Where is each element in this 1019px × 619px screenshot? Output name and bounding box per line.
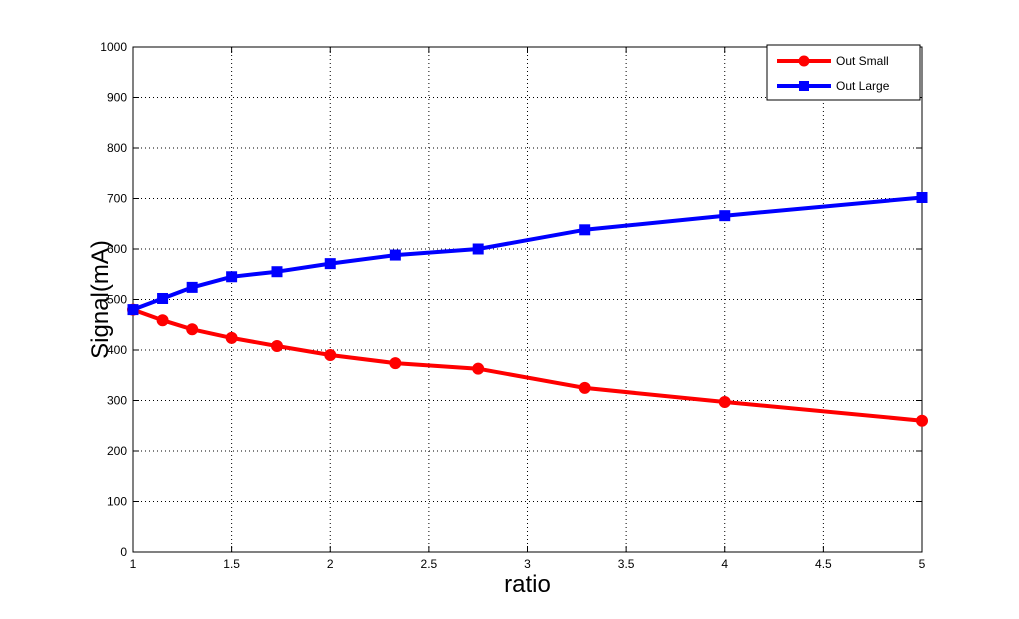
- legend: Out Small Out Large: [766, 44, 921, 101]
- x-tick-label: 3.5: [618, 557, 635, 571]
- data-point-out-large: [127, 304, 139, 316]
- data-point-out-large: [226, 271, 238, 283]
- x-tick-label: 5: [919, 557, 926, 571]
- data-point-out-small: [472, 362, 485, 375]
- data-point-out-large: [472, 243, 484, 255]
- grid: [133, 47, 922, 552]
- legend-entry-out-large: Out Large: [777, 79, 890, 93]
- data-point-out-small: [156, 314, 169, 327]
- data-point-out-small: [916, 414, 928, 427]
- y-tick-label: 600: [107, 242, 127, 256]
- series-out-large: [127, 191, 928, 316]
- y-tick-label: 300: [107, 394, 127, 408]
- data-point-out-large: [389, 249, 401, 261]
- data-point-out-small: [578, 381, 591, 394]
- data-point-out-small: [389, 357, 402, 370]
- data-point-out-small: [186, 323, 199, 336]
- x-tick-label: 4.5: [815, 557, 832, 571]
- legend-label-out-large: Out Large: [836, 79, 890, 93]
- x-tick-label: 4: [721, 557, 728, 571]
- y-tick-label: 0: [120, 545, 127, 559]
- series-out-small: [127, 303, 928, 427]
- x-tick-label: 3: [524, 557, 531, 571]
- data-point-out-small: [225, 331, 238, 344]
- data-point-out-large: [186, 281, 198, 293]
- legend-marker-out-large: [799, 81, 809, 91]
- x-axis-title: ratio: [504, 571, 551, 598]
- legend-marker-out-small: [798, 55, 810, 67]
- series-line-out-large: [132, 195, 923, 312]
- y-tick-label: 1000: [100, 40, 127, 54]
- y-tick-label: 500: [107, 293, 127, 307]
- data-point-out-large: [157, 292, 169, 304]
- x-tick-label: 1: [130, 557, 137, 571]
- series-line-out-small: [132, 307, 923, 423]
- data-point-out-small: [270, 339, 283, 352]
- legend-label-out-small: Out Small: [836, 54, 889, 68]
- data-point-out-large: [579, 224, 591, 236]
- y-tick-label: 100: [107, 495, 127, 509]
- data-point-out-large: [324, 258, 336, 270]
- x-tick-label: 2: [327, 557, 334, 571]
- data-point-out-large: [916, 191, 928, 203]
- data-point-out-small: [718, 396, 731, 409]
- y-tick-label: 700: [107, 192, 127, 206]
- data-point-out-large: [271, 266, 283, 278]
- x-axis-tick-labels: 1 1.5 2 2.5 3 3.5 4 4.5 5: [130, 557, 926, 571]
- y-tick-label: 200: [107, 444, 127, 458]
- series-lines: [127, 191, 928, 427]
- y-tick-label: 400: [107, 343, 127, 357]
- legend-entry-out-small: Out Small: [777, 54, 889, 68]
- axis-ticks: [132, 46, 923, 553]
- y-tick-label: 900: [107, 91, 127, 105]
- data-point-out-large: [719, 210, 731, 222]
- legend-box: [766, 44, 921, 101]
- x-tick-label: 2.5: [421, 557, 438, 571]
- y-axis-tick-labels: 0 100 200 300 400 500 600 700 800 900 1000: [100, 40, 127, 559]
- y-axis-title: Signal(mA): [87, 240, 114, 359]
- y-tick-label: 800: [107, 141, 127, 155]
- x-tick-label: 1.5: [223, 557, 240, 571]
- data-point-out-small: [324, 349, 337, 362]
